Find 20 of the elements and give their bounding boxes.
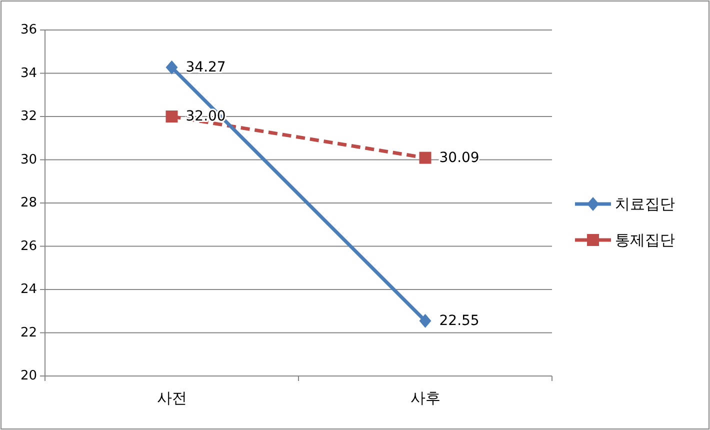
y-tick-label: 26 [20,238,37,254]
text: 30.09 [439,150,480,166]
point [166,60,178,74]
text: 22.55 [439,312,480,329]
point [166,110,178,122]
legend-label: 통제집단 [615,231,675,249]
y-tick-label: 30 [20,152,37,168]
x-tick-label: 사후 [410,389,440,407]
x-tick-label: 사전 [156,389,187,407]
point [419,152,432,164]
point [419,314,432,328]
legend-label: 치료집단 [615,195,675,213]
text: 34.27 [186,59,226,76]
y-tick-label: 28 [20,196,37,210]
y-tick-label: 20 [20,368,37,384]
y-tick-label: 22 [20,325,37,340]
y-tick-label: 24 [20,282,37,297]
y-tick-label: 36 [20,22,37,38]
y-tick-label: 32 [20,109,37,124]
y-tick-label: 34 [20,66,37,81]
